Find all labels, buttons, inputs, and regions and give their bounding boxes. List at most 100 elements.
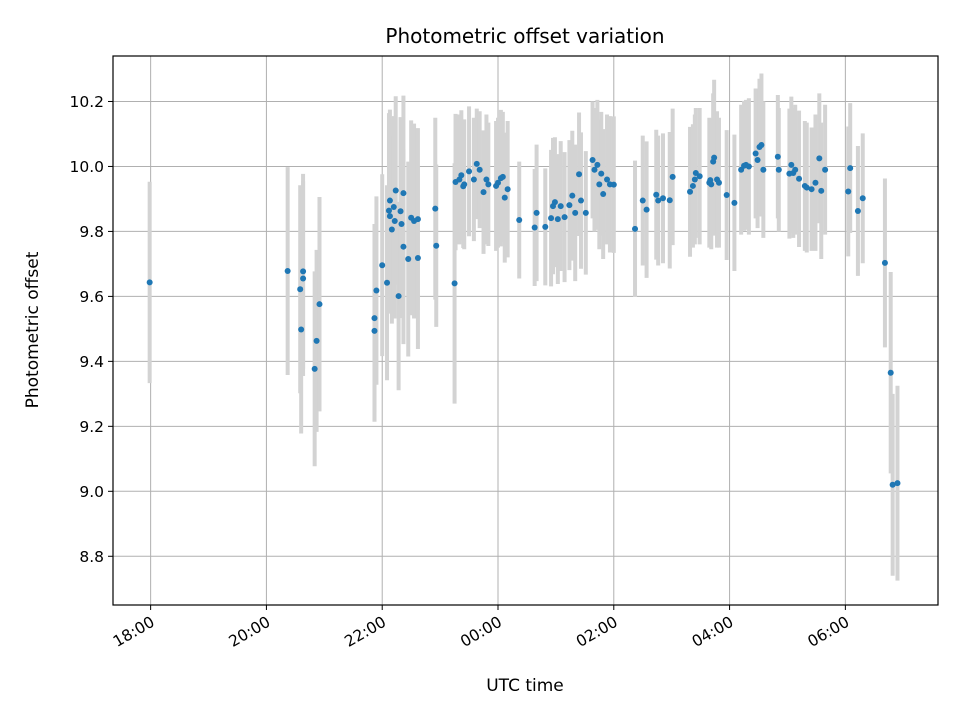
y-tick-label: 9.2 [79, 418, 104, 436]
data-point [816, 155, 823, 162]
data-point [371, 315, 378, 322]
data-point [371, 327, 378, 334]
data-point [476, 166, 483, 173]
data-point [516, 217, 523, 224]
data-point [715, 179, 722, 186]
y-tick-label: 9.8 [79, 223, 104, 241]
data-point [300, 268, 307, 275]
x-axis-label: UTC time [486, 676, 564, 696]
chart-title: Photometric offset variation [385, 24, 664, 48]
data-point [461, 181, 468, 188]
data-point [775, 166, 782, 173]
data-point [548, 215, 555, 222]
data-point [379, 262, 386, 269]
data-point [691, 176, 698, 183]
data-point [818, 187, 825, 194]
data-point [666, 197, 673, 204]
data-point [696, 173, 703, 180]
data-point [146, 279, 153, 286]
data-point [398, 220, 405, 227]
data-points [146, 142, 901, 488]
data-point [473, 160, 480, 167]
data-point [594, 161, 601, 168]
data-point [660, 195, 666, 202]
data-point [774, 153, 781, 160]
data-point [451, 280, 458, 287]
data-point [889, 481, 896, 488]
data-point [485, 181, 492, 188]
data-point [566, 202, 573, 209]
data-point [572, 209, 579, 216]
data-point [400, 243, 407, 250]
data-point [569, 192, 576, 199]
data-point [808, 186, 815, 193]
data-point [385, 207, 392, 214]
data-point [758, 142, 765, 149]
data-point [632, 225, 639, 232]
data-point [531, 224, 538, 231]
y-tick-label: 9.0 [79, 483, 104, 501]
data-point [466, 168, 473, 175]
data-point [760, 166, 767, 173]
y-tick-label: 9.6 [79, 288, 104, 306]
data-point [405, 256, 412, 263]
data-point [284, 268, 291, 275]
data-point [655, 197, 662, 204]
data-point [483, 176, 490, 183]
data-point [554, 216, 561, 223]
data-point [803, 184, 810, 191]
data-point [388, 226, 395, 233]
data-point [391, 218, 398, 225]
data-point [384, 279, 391, 286]
data-point [812, 179, 819, 186]
data-point [414, 216, 421, 223]
y-tick-label: 10.2 [69, 93, 104, 111]
data-point [458, 172, 465, 179]
data-point [591, 166, 598, 173]
data-point [598, 170, 605, 177]
data-point [542, 223, 549, 230]
data-point [433, 242, 440, 249]
data-point [400, 190, 407, 197]
data-point [687, 188, 694, 195]
data-point [792, 166, 799, 173]
data-point [689, 182, 696, 189]
data-point [731, 199, 738, 206]
data-point [495, 179, 501, 186]
data-point [504, 186, 511, 193]
data-point [754, 156, 761, 163]
data-point [397, 208, 404, 215]
data-point [847, 165, 854, 172]
data-point [386, 197, 393, 204]
data-point [859, 195, 866, 202]
data-point [392, 187, 399, 194]
data-point [711, 154, 718, 161]
data-point [669, 173, 676, 180]
data-point [499, 173, 506, 180]
data-point [589, 156, 596, 163]
data-point [480, 189, 487, 196]
y-axis-label: Photometric offset [23, 251, 43, 408]
data-point [300, 275, 307, 282]
data-point [887, 369, 894, 376]
y-tick-label: 9.4 [79, 353, 104, 371]
data-point [386, 213, 393, 220]
data-point [854, 207, 861, 214]
data-point [639, 197, 646, 204]
data-point [596, 181, 603, 188]
data-point [313, 337, 320, 344]
data-point [297, 286, 304, 293]
data-point [557, 203, 564, 210]
data-point [561, 214, 568, 221]
data-point [390, 204, 397, 211]
data-point [582, 209, 589, 216]
data-point [576, 171, 583, 178]
data-point [395, 293, 402, 300]
data-point [414, 255, 421, 262]
data-point [788, 161, 795, 168]
data-point [752, 150, 759, 157]
data-point [316, 301, 323, 308]
data-point [533, 209, 540, 216]
data-point [373, 287, 380, 294]
